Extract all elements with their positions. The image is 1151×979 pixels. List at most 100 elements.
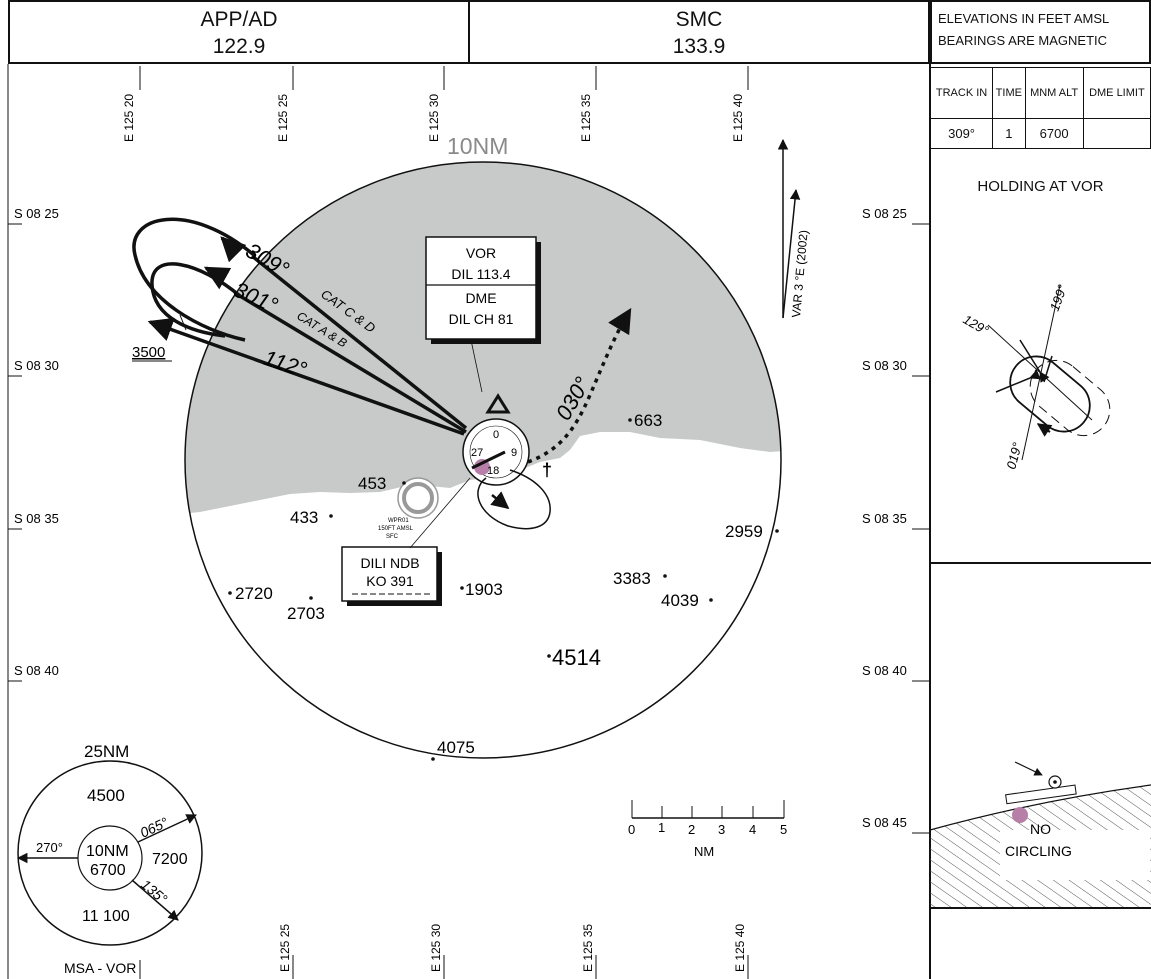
app-frequency-box: APP/AD 122.9: [8, 0, 470, 64]
altitude-3500: 3500: [132, 344, 165, 361]
procedure-turn: [477, 469, 551, 530]
svg-text:11 100: 11 100: [82, 908, 130, 925]
smc-frequency: 133.9: [672, 35, 726, 58]
svg-text:663: 663: [634, 411, 662, 430]
svg-text:4514: 4514: [552, 645, 601, 670]
cell-dme: [1082, 118, 1151, 149]
svg-text:6700: 6700: [90, 862, 126, 879]
app-frequency: 122.9: [212, 35, 266, 58]
svg-text:SFC: SFC: [386, 534, 399, 540]
holding-table: TRACK IN TIME MNM ALT DME LIMIT 309° 1 6…: [929, 67, 1151, 149]
restricted-area: WPR01 150FT AMSL SFC: [378, 477, 439, 540]
magnetic-variation-icon: VAR 3 °E (2002): [777, 138, 811, 318]
msa-title: MSA - VOR: [64, 960, 136, 976]
svg-text:E 125 40: E 125 40: [731, 94, 745, 142]
right-latitude-labels: S 08 25 S 08 30 S 08 35 S 08 40 S 08 45: [862, 206, 929, 834]
ten-nm-circle: [184, 161, 782, 759]
spot-elevations: 663 453 433 2959 2720 2703 1903 3383 403…: [228, 411, 779, 761]
svg-text:150FT AMSL: 150FT AMSL: [378, 526, 414, 532]
svg-text:2720: 2720: [235, 584, 273, 603]
col-time: TIME: [992, 67, 1026, 119]
svg-text:S 08 30: S 08 30: [14, 358, 59, 373]
bottom-longitude-labels: E 125 25 E 125 30 E 125 35 E 125 40: [278, 924, 749, 979]
svg-text:9: 9: [511, 447, 517, 459]
app-label: APP/AD: [200, 8, 278, 31]
notes-bearings: BEARINGS ARE MAGNETIC: [938, 33, 1108, 48]
svg-text:18: 18: [487, 465, 499, 477]
ndb-freq: KO 391: [366, 573, 414, 589]
svg-text:S 08 25: S 08 25: [14, 206, 59, 221]
aerodrome-sketch: NO CIRCLING: [929, 761, 1151, 907]
chart-notes: ELEVATIONS IN FEET AMSL BEARINGS ARE MAG…: [930, 0, 1151, 64]
svg-text:2703: 2703: [287, 604, 325, 623]
svg-text:1903: 1903: [465, 580, 503, 599]
svg-text:4500: 4500: [87, 786, 125, 805]
ndb-name: DILI NDB: [360, 555, 419, 571]
compass-rose-icon: 0 9 18 27: [462, 418, 530, 486]
cell-track: 309°: [929, 118, 994, 149]
left-latitude-labels: S 08 25 S 08 30 S 08 35 S 08 40: [8, 206, 59, 682]
no-label: NO: [1030, 821, 1051, 837]
svg-text:019°: 019°: [1003, 441, 1024, 471]
svg-text:S 08 25: S 08 25: [862, 206, 907, 221]
svg-text:3383: 3383: [613, 569, 651, 588]
svg-text:0: 0: [628, 822, 635, 837]
svg-text:5: 5: [780, 822, 787, 837]
svg-text:E 125 25: E 125 25: [278, 924, 292, 972]
svg-text:S 08 45: S 08 45: [862, 815, 907, 830]
smc-label: SMC: [675, 8, 723, 31]
circling-label: CIRCLING: [1005, 843, 1072, 859]
holding-title: HOLDING AT VOR: [977, 178, 1104, 195]
svg-text:E 125 35: E 125 35: [581, 924, 595, 972]
svg-text:4039: 4039: [661, 591, 699, 610]
msa-diagram: 25NM 4500 10NM 6700 7200 11 100 270° 065…: [16, 742, 203, 979]
svg-text:27: 27: [471, 447, 483, 459]
svg-text:129°: 129°: [961, 312, 992, 338]
svg-text:E 125 20: E 125 20: [122, 94, 136, 142]
svg-text:199°: 199°: [1047, 283, 1070, 313]
cell-alt: 6700: [1024, 118, 1084, 149]
dme-label: DME: [465, 290, 496, 306]
distance-scale: 0 1 2 3 4 5 NM: [628, 800, 787, 859]
svg-text:433: 433: [290, 508, 318, 527]
svg-text:S 08 40: S 08 40: [14, 663, 59, 678]
holding-pattern-diagram: 129° 199° 019°: [961, 283, 1111, 471]
side-divider-lower: [930, 907, 1151, 909]
dme-ident: DIL CH 81: [449, 311, 514, 327]
svg-text:270°: 270°: [36, 840, 63, 855]
variation-label: VAR 3 °E (2002): [789, 229, 811, 318]
svg-text:E 125 30: E 125 30: [429, 924, 443, 972]
svg-text:7200: 7200: [152, 851, 188, 868]
cell-time: 1: [992, 118, 1026, 149]
vor-label: VOR: [466, 245, 496, 261]
side-panel-border: [929, 64, 931, 979]
ndb-box: DILI NDB KO 391: [341, 546, 442, 606]
svg-text:453: 453: [358, 474, 386, 493]
svg-text:3: 3: [718, 822, 725, 837]
vor-ident: DIL 113.4: [451, 266, 510, 282]
svg-text:E 125 30: E 125 30: [427, 94, 441, 142]
svg-text:2959: 2959: [725, 522, 763, 541]
col-track-in: TRACK IN: [929, 67, 994, 119]
svg-text:S 08 30: S 08 30: [862, 358, 907, 373]
vor-triangle-icon: [485, 393, 511, 414]
svg-text:S 08 35: S 08 35: [862, 511, 907, 526]
svg-text:S 08 40: S 08 40: [862, 663, 907, 678]
svg-text:2: 2: [688, 822, 695, 837]
svg-text:4: 4: [749, 822, 756, 837]
notes-elevations: ELEVATIONS IN FEET AMSL: [938, 11, 1110, 26]
col-mnm-alt: MNM ALT: [1024, 67, 1084, 119]
smc-frequency-box: SMC 133.9: [468, 0, 930, 64]
obstacle-icon: †: [542, 460, 552, 480]
missed-approach-track: [527, 307, 632, 464]
vor-dme-box: VOR DIL 113.4 DME DIL CH 81: [425, 236, 541, 344]
radius-label: 10NM: [447, 133, 508, 159]
svg-text:10NM: 10NM: [86, 843, 129, 860]
svg-text:E 125 35: E 125 35: [579, 94, 593, 142]
svg-text:NM: NM: [694, 844, 714, 859]
side-divider-upper: [930, 562, 1151, 564]
svg-text:E 125 40: E 125 40: [733, 924, 747, 972]
svg-text:0: 0: [493, 429, 499, 441]
top-longitude-labels: E 125 20 E 125 25 E 125 30 E 125 35 E 12…: [122, 66, 749, 142]
